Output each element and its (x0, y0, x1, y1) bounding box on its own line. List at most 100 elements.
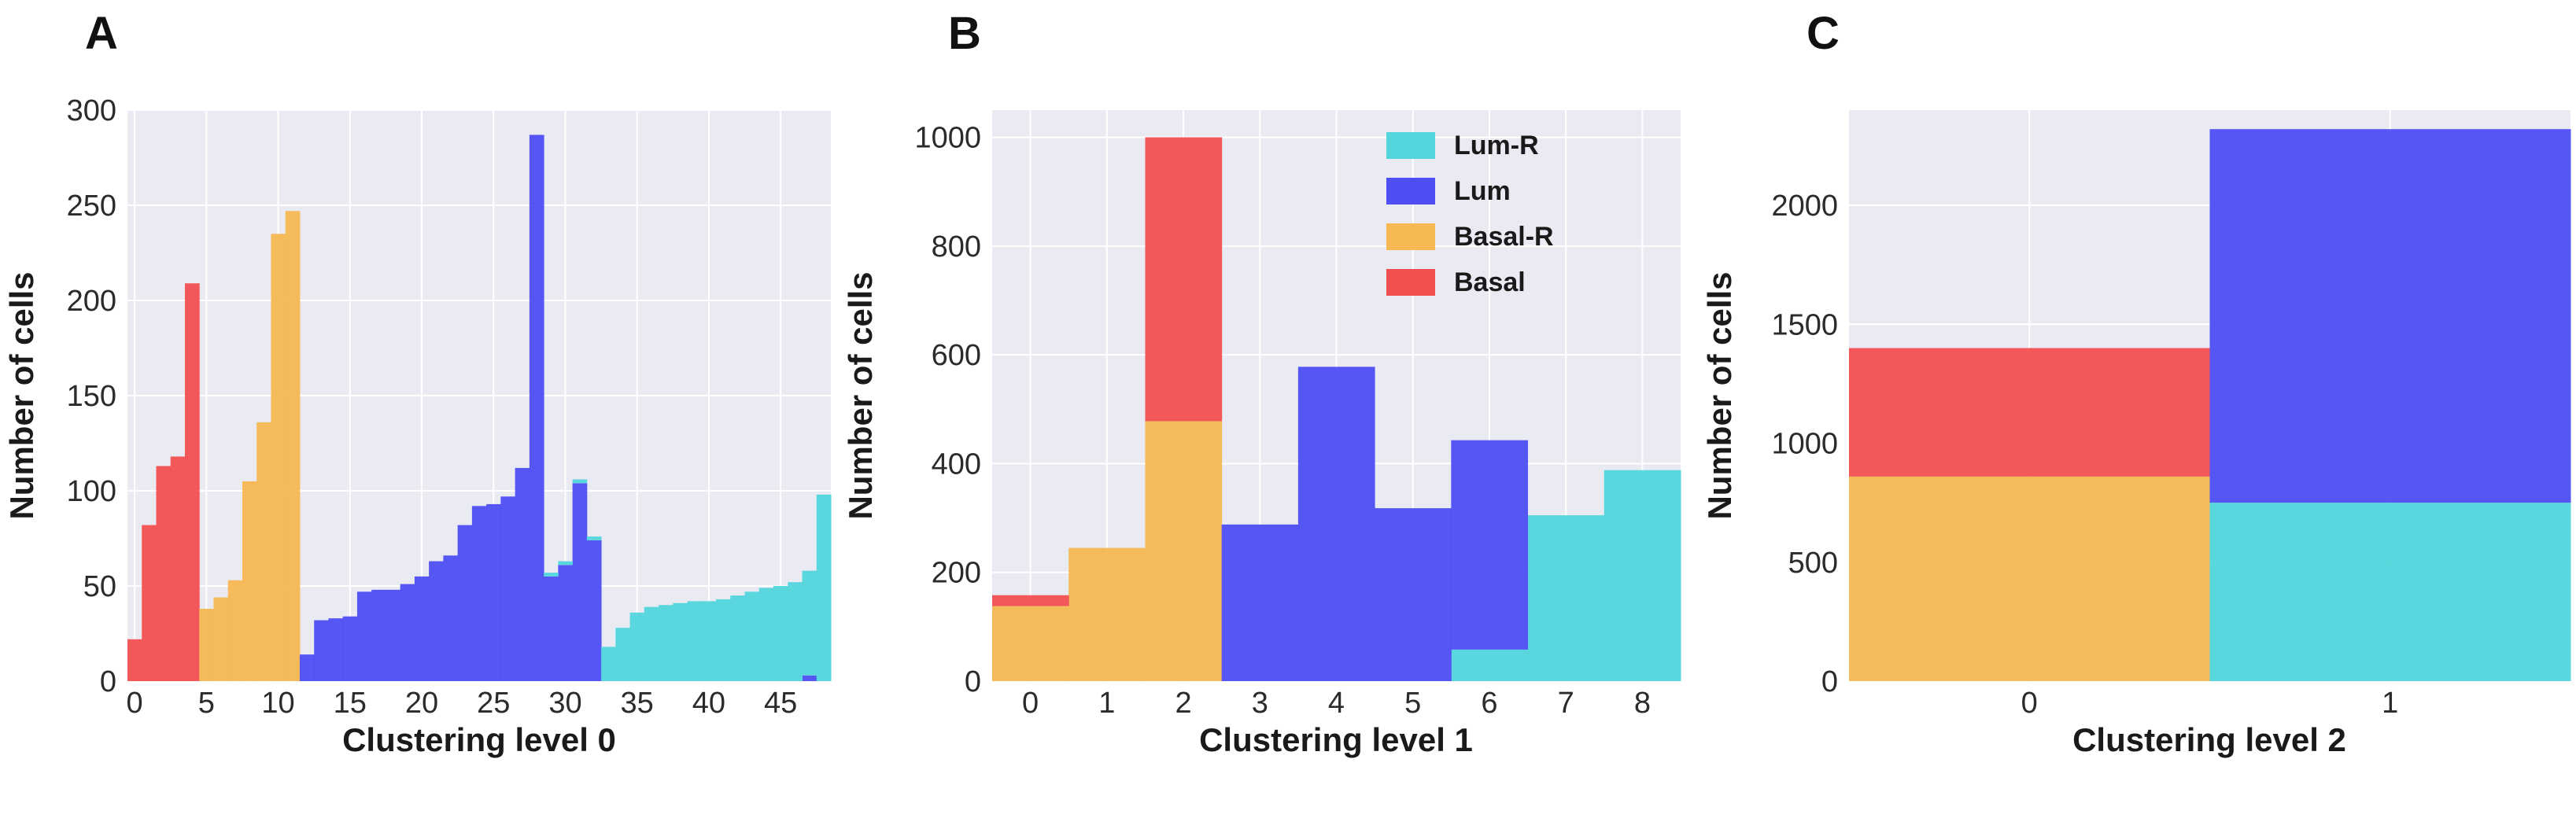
bar-lum-r-33 (601, 647, 616, 681)
bar-lum-3 (1221, 524, 1299, 681)
bar-lum-20 (414, 576, 430, 681)
x-tick-label: 25 (477, 687, 510, 720)
y-tick-label: 400 (932, 448, 981, 481)
bar-lum-23 (457, 525, 473, 681)
bar-lum-r-29 (544, 573, 559, 577)
bar-basal-4 (184, 283, 200, 681)
bar-lum-r-1 (2209, 503, 2571, 681)
x-tick-label: 8 (1634, 687, 1651, 720)
x-tick-label: 35 (621, 687, 654, 720)
x-tick-label: 0 (2021, 687, 2038, 720)
bar-lum-r-31 (572, 479, 588, 484)
bar-basal-1 (142, 525, 157, 681)
bar-lum-r-42 (730, 595, 746, 681)
bar-basal-r-8 (242, 481, 257, 681)
bar-basal-r-10 (271, 234, 286, 681)
y-tick-label: 200 (67, 285, 116, 318)
x-tick-label: 0 (1022, 687, 1039, 720)
bar-lum-1 (2209, 129, 2571, 503)
bar-lum-19 (400, 584, 415, 681)
bar-basal-r-9 (256, 422, 271, 681)
bar-basal-r-2 (1145, 421, 1223, 681)
legend-swatch-basal-r (1386, 223, 1435, 250)
bar-lum-21 (429, 561, 444, 681)
bar-lum-18 (386, 589, 401, 681)
x-tick-label: 0 (127, 687, 143, 720)
x-tick-label: 7 (1558, 687, 1574, 720)
bar-lum-47 (802, 675, 817, 681)
y-tick-label: 600 (932, 339, 981, 372)
bar-lum-r-47 (802, 570, 817, 676)
bar-lum-r-41 (716, 599, 731, 681)
bar-lum-r-36 (644, 606, 659, 681)
bar-lum-17 (371, 589, 386, 681)
legend-label-basal-r: Basal-R (1454, 222, 1554, 252)
y-tick-label: 1000 (1771, 428, 1838, 461)
x-tick-label: 6 (1481, 687, 1497, 720)
y-tick-label: 300 (67, 94, 116, 127)
y-tick-label: 250 (67, 190, 116, 223)
y-axis-label: Number of cells (842, 271, 879, 519)
x-tick-label: 1 (1098, 687, 1115, 720)
bar-lum-6 (1451, 440, 1529, 650)
bar-lum-26 (500, 496, 516, 681)
bar-basal-0 (992, 595, 1069, 606)
x-axis-label: Clustering level 1 (1199, 721, 1473, 758)
legend-label-lum-r: Lum-R (1454, 131, 1539, 160)
x-tick-label: 3 (1252, 687, 1268, 720)
x-axis-label: Clustering level 0 (342, 721, 616, 758)
bar-lum-22 (443, 555, 459, 681)
bar-lum-13 (314, 620, 329, 681)
bar-lum-15 (342, 616, 358, 681)
legend: Lum-R Lum Basal-R Basal (1386, 131, 1554, 297)
y-axis-label: Number of cells (3, 271, 40, 519)
bar-basal-3 (170, 456, 186, 681)
bar-lum-5 (1375, 508, 1452, 681)
bar-basal-0 (1849, 348, 2210, 477)
legend-swatch-lum (1386, 178, 1435, 204)
y-tick-label: 0 (965, 665, 981, 698)
bar-lum-29 (544, 576, 559, 681)
y-tick-label: 500 (1788, 547, 1838, 580)
panel-b: 0 1 2 3 4 5 6 7 8 0 200 400 600 800 1000 Clustering lev… (842, 8, 1681, 758)
y-tick-label: 100 (67, 475, 116, 508)
y-tick-label: 50 (83, 570, 116, 603)
bar-basal-r-11 (285, 211, 301, 681)
x-tick-label: 30 (548, 687, 581, 720)
y-tick-label: 1500 (1771, 308, 1838, 341)
panel-a: 0 5 10 15 20 25 30 35 40 45 0 50 100 150 200 250 300 Clus… (3, 8, 832, 758)
bar-lum-27 (515, 467, 530, 681)
legend-label-lum: Lum (1454, 176, 1511, 206)
bar-basal-r-6 (213, 597, 229, 681)
bar-basal-r-5 (199, 609, 214, 681)
bar-lum-24 (471, 506, 487, 681)
legend-swatch-basal (1386, 269, 1435, 296)
bar-lum-r-46 (788, 582, 803, 681)
legend-swatch-lum-r (1386, 132, 1435, 159)
bar-lum-r-8 (1604, 470, 1681, 681)
bar-lum-25 (486, 503, 501, 681)
y-tick-label: 0 (100, 665, 116, 698)
x-tick-label: 15 (334, 687, 367, 720)
x-tick-label: 45 (764, 687, 797, 720)
bar-lum-r-7 (1527, 515, 1605, 681)
bar-lum-31 (572, 483, 588, 681)
y-tick-label: 200 (932, 557, 981, 590)
bar-basal-r-7 (227, 580, 243, 681)
y-axis-label: Number of cells (1701, 271, 1738, 519)
y-tick-label: 2000 (1771, 190, 1838, 223)
x-tick-label: 10 (261, 687, 294, 720)
y-tick-label: 800 (932, 230, 981, 263)
x-tick-label: 20 (405, 687, 438, 720)
x-tick-label: 1 (2382, 687, 2398, 720)
bar-lum-14 (328, 618, 344, 681)
x-tick-label: 2 (1175, 687, 1191, 720)
panel-letter: B (948, 8, 981, 59)
bar-lum-4 (1297, 367, 1375, 681)
bar-lum-28 (529, 134, 544, 681)
x-tick-label: 40 (692, 687, 725, 720)
panel-letter: C (1807, 8, 1840, 59)
bar-lum-r-37 (659, 605, 674, 681)
bar-lum-32 (586, 540, 602, 681)
